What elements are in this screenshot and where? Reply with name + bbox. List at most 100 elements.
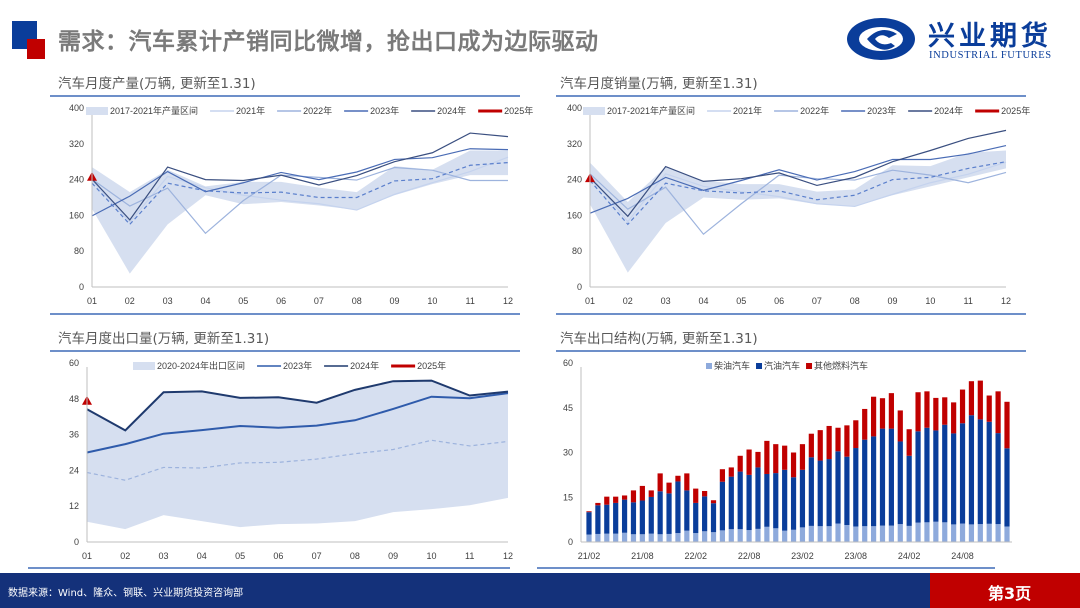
bar-汽油汽车 — [870, 436, 877, 527]
bar-其他燃料汽车 — [773, 444, 779, 474]
bar-其他燃料汽车 — [977, 380, 983, 420]
bar-汽油汽车 — [906, 455, 912, 526]
x-tick-label: 06 — [276, 296, 286, 306]
bar-汽油汽车 — [995, 433, 1001, 525]
bar-其他燃料汽车 — [853, 420, 859, 449]
x-tick-label: 12 — [503, 296, 513, 306]
bar-汽油汽车 — [710, 503, 717, 533]
x-tick-label: 04 — [698, 296, 708, 306]
company-logo: 兴业期货 INDUSTRIAL FUTURES — [845, 14, 1075, 64]
bar-汽油汽车 — [755, 467, 761, 529]
bar-柴油汽车 — [693, 533, 699, 542]
bar-其他燃料汽车 — [639, 485, 645, 501]
bar-其他燃料汽车 — [951, 402, 957, 434]
series-line-average — [86, 439, 509, 481]
y-tick-label: 400 — [69, 103, 84, 113]
bar-其他燃料汽车 — [782, 445, 788, 470]
legend-label: 2022年 — [303, 105, 332, 116]
bar-汽油汽车 — [853, 448, 859, 527]
legend-label: 2020-2024年出口区间 — [157, 360, 245, 371]
y-tick-label: 240 — [567, 175, 582, 185]
x-tick-label: 23/02 — [791, 551, 814, 561]
divider — [50, 313, 520, 315]
bar-汽油汽车 — [621, 499, 628, 533]
x-tick-label: 08 — [352, 296, 362, 306]
bar-汽油汽车 — [675, 481, 681, 534]
bar-其他燃料汽车 — [924, 391, 930, 428]
bar-其他燃料汽车 — [862, 408, 868, 440]
x-tick-label: 24/02 — [898, 551, 921, 561]
bar-柴油汽车 — [959, 523, 966, 542]
bar-其他燃料汽车 — [808, 433, 814, 458]
bar-柴油汽车 — [657, 534, 663, 542]
x-tick-label: 10 — [426, 551, 436, 561]
chart-sales: 0 80 160 240 320 400 01 02 03 04 05 06 07 08 09 10 11 12 2… — [567, 103, 1030, 306]
bar-柴油汽车 — [710, 532, 717, 542]
x-tick-label: 08 — [850, 296, 860, 306]
bar-柴油汽车 — [746, 530, 752, 542]
bar-其他燃料汽车 — [879, 398, 886, 429]
bar-其他燃料汽车 — [719, 469, 726, 482]
bar-柴油汽车 — [613, 533, 619, 542]
x-tick-label: 07 — [314, 296, 324, 306]
x-tick-label: 07 — [812, 296, 822, 306]
legend-item: 2020-2024年出口区间 — [133, 360, 245, 371]
legend-item: 2017-2021年产量区间 — [86, 105, 198, 116]
y-tick-label: 0 — [577, 282, 582, 292]
bar-柴油汽车 — [897, 524, 903, 542]
divider — [537, 567, 995, 569]
x-tick-label: 21/02 — [578, 551, 601, 561]
bar-柴油汽车 — [844, 524, 850, 542]
bar-柴油汽车 — [799, 527, 806, 542]
bar-柴油汽车 — [764, 526, 770, 542]
logo-text-cn: 兴业期货 — [928, 21, 1052, 52]
bar-汽油汽车 — [684, 490, 690, 531]
bar-汽油汽车 — [657, 491, 663, 535]
legend-label: 2021年 — [733, 105, 762, 116]
bar-其他燃料汽车 — [888, 393, 894, 429]
legend-label: 2023年 — [867, 105, 896, 116]
bar-柴油汽车 — [702, 531, 708, 542]
divider — [556, 95, 1026, 97]
y-tick-label: 320 — [567, 139, 582, 149]
legend-item: 2024年 — [908, 105, 963, 116]
legend-label: 2022年 — [800, 105, 829, 116]
bar-汽油汽车 — [773, 473, 779, 529]
bar-柴油汽车 — [977, 524, 983, 542]
bar-其他燃料汽车 — [657, 473, 663, 492]
bar-其他燃料汽车 — [684, 473, 690, 491]
bar-柴油汽车 — [924, 522, 930, 542]
x-tick-label: 02 — [125, 296, 135, 306]
series-line-2024年 — [91, 132, 509, 221]
legend-label: 2023年 — [370, 105, 399, 116]
divider — [556, 350, 1026, 352]
x-tick-label: 09 — [388, 551, 398, 561]
legend-label: 2025年 — [417, 360, 446, 371]
y-tick-label: 12 — [69, 501, 79, 511]
x-tick-label: 01 — [585, 296, 595, 306]
bar-其他燃料汽车 — [897, 410, 903, 442]
bar-柴油汽车 — [862, 526, 868, 542]
bar-其他燃料汽车 — [702, 490, 708, 497]
bar-汽油汽车 — [702, 496, 708, 532]
y-tick-label: 240 — [69, 175, 84, 185]
bar-其他燃料汽车 — [621, 495, 628, 500]
x-tick-label: 03 — [661, 296, 671, 306]
bar-柴油汽车 — [951, 524, 957, 542]
bar-柴油汽车 — [782, 530, 788, 542]
divider — [28, 567, 510, 569]
legend-item: 2025年 — [478, 105, 533, 116]
x-tick-label: 23/08 — [845, 551, 868, 561]
series-line-2024年 — [86, 379, 509, 432]
bar-柴油汽车 — [853, 526, 859, 542]
x-tick-label: 12 — [1001, 296, 1011, 306]
x-tick-label: 06 — [273, 551, 283, 561]
legend-item: 2024年 — [324, 360, 379, 371]
y-tick-label: 36 — [69, 430, 79, 440]
bar-柴油汽车 — [639, 534, 645, 542]
legend-label: 2021年 — [236, 105, 265, 116]
bar-汽油汽车 — [933, 430, 939, 522]
page-number-box: 第3页 — [930, 573, 1080, 608]
bar-其他燃料汽车 — [799, 444, 806, 470]
bar-其他燃料汽车 — [942, 397, 948, 425]
